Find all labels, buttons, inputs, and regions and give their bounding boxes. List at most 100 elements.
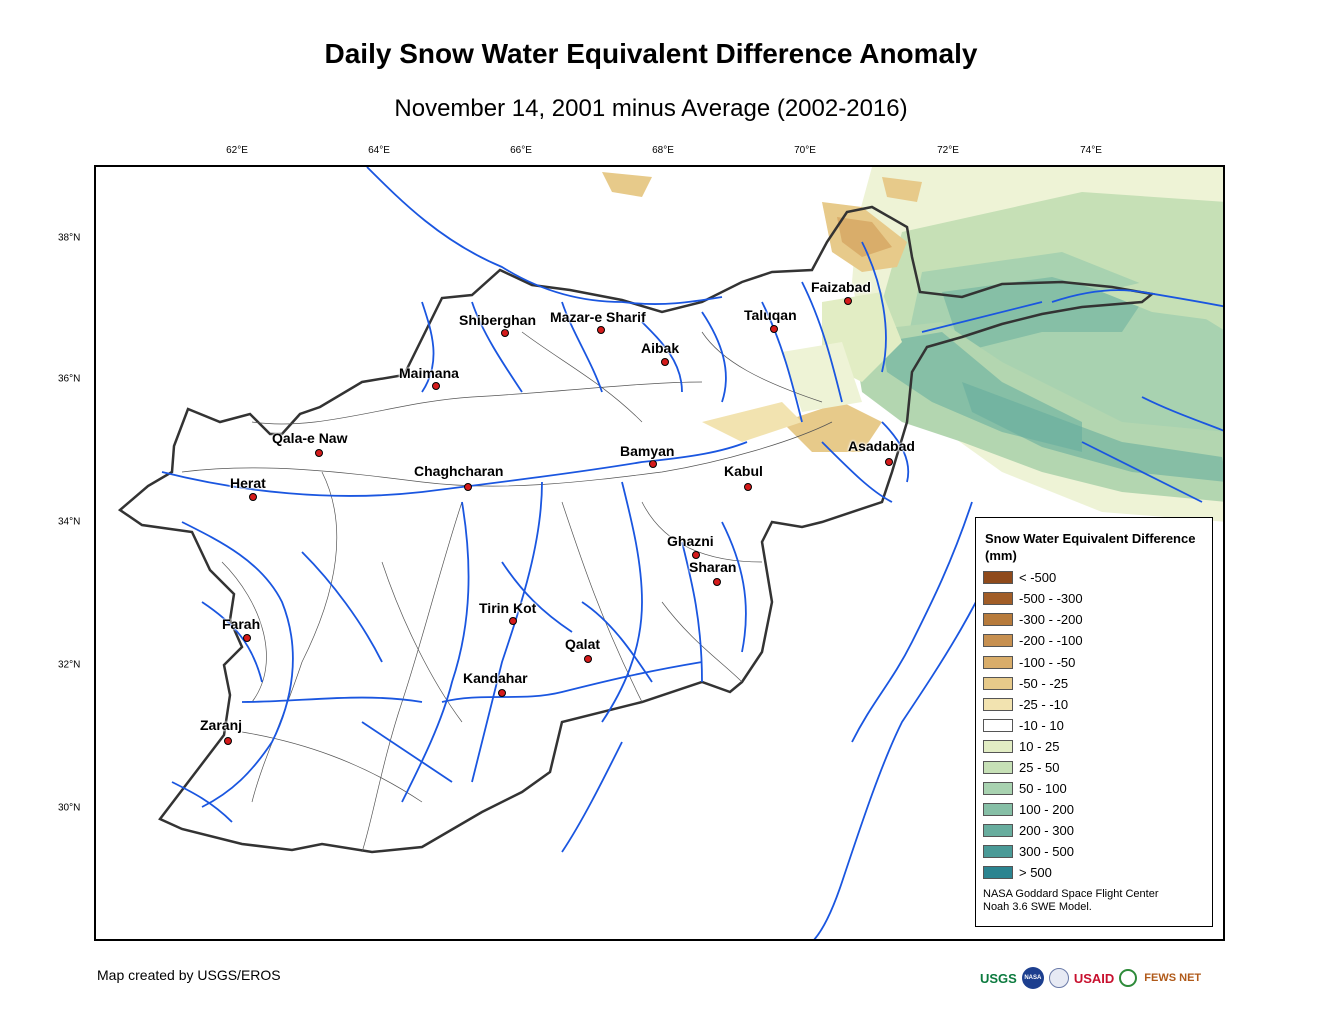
legend-swatch: [983, 760, 1013, 774]
usaid-logo: USAID: [1073, 970, 1115, 986]
legend-label: -300 - -200: [1019, 611, 1083, 627]
city-label-faizabad: Faizabad: [811, 279, 871, 295]
legend-label: > 500: [1019, 864, 1052, 880]
city-label-chaghcharan: Chaghcharan: [414, 463, 504, 479]
lon-label-66: 66°E: [510, 145, 532, 156]
legend-item: < -500: [983, 569, 1056, 585]
legend-item: > 500: [983, 864, 1052, 880]
legend-label: < -500: [1019, 569, 1057, 585]
usgs-logo: USGS: [980, 970, 1017, 986]
lat-label-30: 30°N: [58, 802, 81, 814]
legend-label: 10 - 25: [1019, 738, 1060, 754]
legend-item: -100 - -50: [983, 654, 1075, 670]
legend-swatch: [983, 591, 1013, 605]
city-marker-maimana: [432, 382, 440, 390]
city-marker-kabul: [744, 483, 752, 491]
legend-credit-line2: Noah 3.6 SWE Model.: [983, 901, 1092, 913]
legend-label: -200 - -100: [1019, 632, 1083, 648]
legend-label: -10 - 10: [1019, 717, 1064, 733]
city-marker-faizabad: [844, 297, 852, 305]
city-label-bamyan: Bamyan: [620, 443, 675, 459]
partner-logos: USGS NASA USAID FEWS NET: [980, 965, 1230, 991]
city-label-taluqan: Taluqan: [744, 307, 797, 323]
legend-label: 300 - 500: [1019, 843, 1074, 859]
lon-label-74: 74°E: [1080, 145, 1102, 156]
legend-swatch: [983, 823, 1013, 837]
legend-item: -200 - -100: [983, 632, 1083, 648]
legend-item: -300 - -200: [983, 611, 1083, 627]
lon-label-72: 72°E: [937, 145, 959, 156]
legend-swatch: [983, 633, 1013, 647]
city-label-ghazni: Ghazni: [667, 533, 714, 549]
city-marker-kandahar: [498, 689, 506, 697]
legend-label: 100 - 200: [1019, 801, 1074, 817]
legend-item: -50 - -25: [983, 675, 1068, 691]
city-marker-ghazni: [692, 551, 700, 559]
legend-item: 50 - 100: [983, 780, 1067, 796]
legend-swatch: [983, 570, 1013, 584]
city-label-sharan: Sharan: [689, 559, 737, 575]
lon-label-62: 62°E: [226, 145, 248, 156]
fews-net-logo: FEWS NET: [1144, 972, 1202, 984]
legend-swatch: [983, 697, 1013, 711]
city-marker-farah: [243, 634, 251, 642]
lon-label-68: 68°E: [652, 145, 674, 156]
city-marker-mazar: [597, 326, 605, 334]
legend-item: 100 - 200: [983, 801, 1074, 817]
map-title: Daily Snow Water Equivalent Difference A…: [324, 38, 978, 69]
city-label-tirin-kot: Tirin Kot: [479, 600, 537, 616]
map-subtitle: November 14, 2001 minus Average (2002-20…: [394, 95, 908, 122]
city-marker-qalat: [584, 655, 592, 663]
lat-label-36: 36°N: [58, 373, 81, 385]
afghanistan-boundary: [117, 205, 1155, 854]
legend-item: -25 - -10: [983, 696, 1068, 712]
legend-swatch: [983, 865, 1013, 879]
city-marker-chaghcharan: [464, 483, 472, 491]
basin-boundaries: [181, 331, 833, 853]
city-label-qala-e-naw: Qala-e Naw: [272, 430, 348, 446]
city-label-asadabad: Asadabad: [848, 438, 915, 454]
legend-swatch: [983, 718, 1013, 732]
legend-title: Snow Water Equivalent Difference (mm): [985, 531, 1196, 563]
legend-label: 25 - 50: [1019, 759, 1060, 775]
legend-label: 200 - 300: [1019, 822, 1074, 838]
city-marker-qala-e-naw: [315, 449, 323, 457]
city-marker-taluqan: [770, 325, 778, 333]
legend-swatch: [983, 676, 1013, 690]
city-marker-herat: [249, 493, 257, 501]
city-marker-zaranj: [224, 737, 232, 745]
map-credit-footer: Map created by USGS/EROS: [97, 967, 281, 983]
city-marker-shiberghan: [501, 329, 509, 337]
lon-label-70: 70°E: [794, 145, 816, 156]
legend-item: -10 - 10: [983, 717, 1064, 733]
legend-label: -25 - -10: [1019, 696, 1069, 712]
legend: Snow Water Equivalent Difference (mm) < …: [975, 517, 1213, 927]
legend-swatch: [983, 655, 1013, 669]
legend-swatch: [983, 612, 1013, 626]
city-marker-sharan: [713, 578, 721, 586]
city-label-mazar: Mazar-e Sharif: [550, 309, 646, 325]
map-canvas: [117, 167, 1223, 939]
city-label-kabul: Kabul: [724, 463, 763, 479]
city-label-herat: Herat: [230, 475, 266, 491]
legend-item: -500 - -300: [983, 590, 1083, 606]
city-label-farah: Farah: [222, 616, 261, 632]
city-label-maimana: Maimana: [399, 365, 459, 381]
lat-label-32: 32°N: [58, 659, 81, 671]
city-label-qalat: Qalat: [565, 636, 601, 652]
nasa-logo: NASA: [1021, 967, 1044, 989]
city-label-aibak: Aibak: [641, 340, 680, 356]
legend-label: 50 - 100: [1019, 780, 1067, 796]
lat-label-34: 34°N: [58, 516, 81, 528]
legend-label: -100 - -50: [1019, 654, 1076, 670]
lat-label-38: 38°N: [58, 232, 81, 244]
city-label-kandahar: Kandahar: [463, 670, 528, 686]
city-marker-asadabad: [885, 458, 893, 466]
city-marker-bamyan: [649, 460, 657, 468]
legend-swatch: [983, 739, 1013, 753]
lon-label-64: 64°E: [368, 145, 390, 156]
legend-label: -50 - -25: [1019, 675, 1069, 691]
city-label-shiberghan: Shiberghan: [459, 312, 537, 328]
city-marker-aibak: [661, 358, 669, 366]
legend-swatch: [983, 781, 1013, 795]
